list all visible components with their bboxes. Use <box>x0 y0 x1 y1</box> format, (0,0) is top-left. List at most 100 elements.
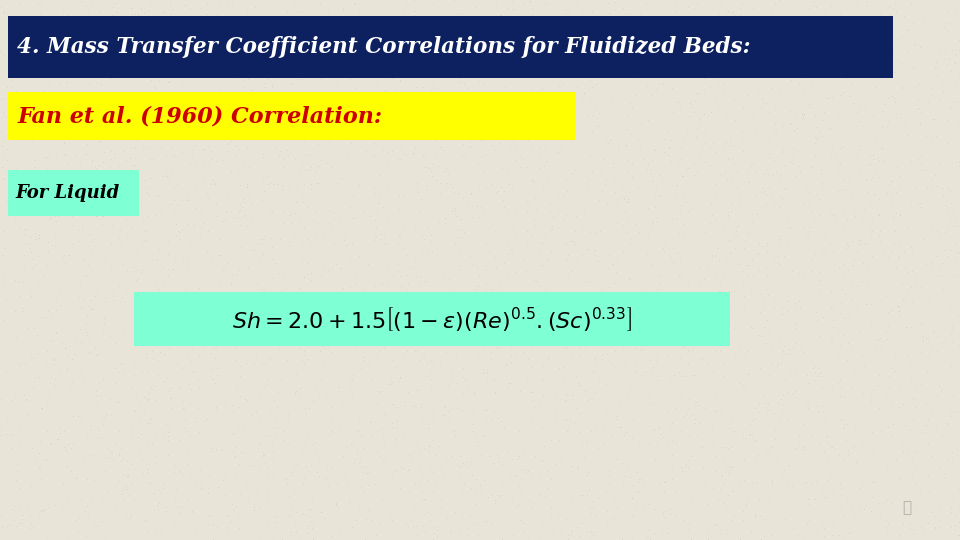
Point <box>819 325 834 334</box>
Point <box>348 269 364 278</box>
Point <box>144 92 159 101</box>
Point <box>228 355 244 364</box>
Point <box>624 160 639 168</box>
Point <box>719 176 734 184</box>
Point <box>413 308 428 317</box>
Point <box>619 125 635 133</box>
Point <box>683 205 698 213</box>
Point <box>573 55 588 64</box>
Point <box>140 48 156 56</box>
Point <box>198 96 213 105</box>
Point <box>0 274 12 282</box>
Point <box>749 250 764 259</box>
Point <box>33 2 48 10</box>
Point <box>801 495 816 503</box>
Point <box>452 451 468 460</box>
Point <box>0 295 13 303</box>
Point <box>160 271 176 279</box>
Point <box>239 481 254 489</box>
Point <box>496 423 512 431</box>
Point <box>472 31 488 40</box>
Point <box>138 18 154 27</box>
Point <box>761 18 777 27</box>
Point <box>899 31 914 39</box>
Point <box>191 284 206 293</box>
Point <box>913 319 928 328</box>
Point <box>223 105 238 114</box>
Point <box>283 210 299 218</box>
Point <box>186 221 202 230</box>
Point <box>715 457 731 465</box>
Point <box>150 355 165 364</box>
Point <box>400 522 416 530</box>
Point <box>931 96 947 104</box>
Point <box>429 68 444 76</box>
Point <box>853 278 869 286</box>
Point <box>276 155 291 164</box>
Point <box>948 449 960 458</box>
Point <box>524 413 540 421</box>
Point <box>155 252 170 261</box>
Point <box>876 498 892 507</box>
Point <box>232 392 248 401</box>
Point <box>655 244 670 253</box>
Point <box>948 217 960 225</box>
Point <box>764 481 780 490</box>
Point <box>57 251 72 259</box>
Point <box>64 220 80 229</box>
Point <box>922 353 937 361</box>
Point <box>41 69 57 77</box>
Point <box>654 429 669 438</box>
Point <box>810 232 826 241</box>
Point <box>368 233 383 241</box>
Point <box>836 420 852 428</box>
Point <box>731 269 746 278</box>
Point <box>313 305 328 314</box>
Point <box>854 441 870 449</box>
Point <box>358 118 373 126</box>
Point <box>277 42 293 50</box>
Point <box>269 35 284 43</box>
Point <box>255 153 271 161</box>
Point <box>620 156 636 164</box>
Point <box>249 350 264 359</box>
Point <box>767 119 782 128</box>
Point <box>324 51 340 59</box>
Point <box>107 524 122 533</box>
Point <box>146 506 161 515</box>
Point <box>300 504 316 513</box>
Point <box>560 23 575 31</box>
Point <box>675 171 690 180</box>
Point <box>812 285 828 294</box>
Point <box>8 276 23 285</box>
Point <box>372 97 388 106</box>
Point <box>84 70 100 78</box>
Point <box>70 411 85 420</box>
Point <box>481 248 496 256</box>
Point <box>61 107 77 116</box>
Point <box>806 0 822 6</box>
Point <box>187 181 203 190</box>
Point <box>504 4 519 13</box>
Point <box>541 208 557 217</box>
Point <box>365 307 380 316</box>
Point <box>934 272 949 280</box>
Point <box>872 334 887 343</box>
Point <box>169 359 184 367</box>
Point <box>165 151 180 159</box>
Point <box>867 477 882 486</box>
Point <box>444 340 460 348</box>
Point <box>586 368 601 376</box>
Point <box>709 469 725 478</box>
Point <box>879 122 895 130</box>
Point <box>90 441 106 449</box>
Point <box>101 70 116 78</box>
Point <box>301 534 317 540</box>
Point <box>49 19 64 28</box>
Point <box>866 155 881 164</box>
Point <box>780 296 795 305</box>
Point <box>577 452 592 461</box>
Point <box>19 410 35 419</box>
Point <box>267 413 282 422</box>
Point <box>746 272 761 280</box>
